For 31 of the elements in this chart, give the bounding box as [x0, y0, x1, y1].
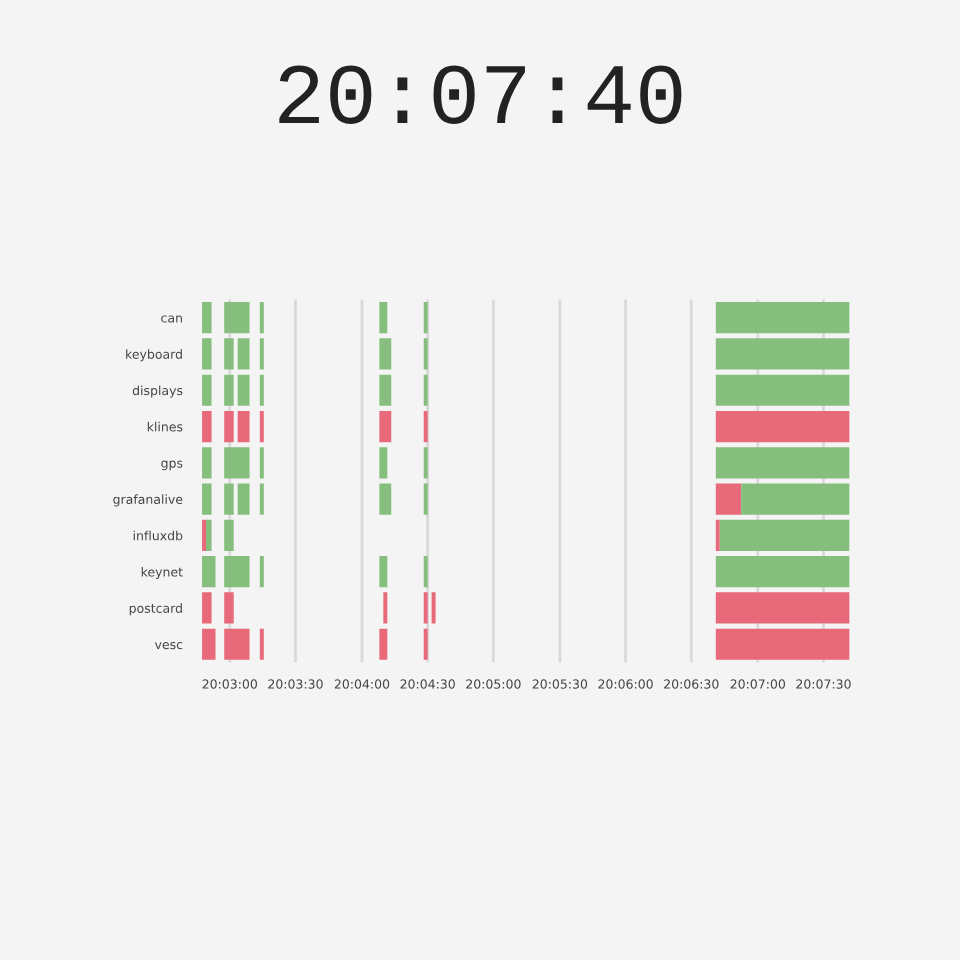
bar — [715, 483, 742, 515]
bar — [237, 483, 250, 515]
bar — [715, 302, 850, 334]
bar — [224, 519, 234, 551]
bar — [202, 302, 212, 334]
bar — [202, 374, 212, 406]
bar — [715, 447, 850, 479]
bar — [719, 519, 850, 551]
bar — [715, 410, 850, 443]
bar — [379, 374, 392, 406]
bar — [202, 447, 212, 479]
bar — [715, 556, 850, 588]
bar — [237, 338, 250, 370]
bar — [206, 519, 212, 551]
bar — [202, 483, 212, 515]
bar — [224, 556, 250, 588]
chart-title: 20:07:40 — [279, 65, 682, 124]
bar — [741, 483, 850, 515]
bar — [379, 483, 392, 515]
bar — [224, 374, 234, 406]
bar — [379, 447, 388, 479]
bar — [224, 447, 250, 479]
bar — [237, 374, 250, 406]
bar — [379, 556, 388, 588]
bar — [379, 302, 388, 334]
bar — [224, 483, 234, 515]
bar — [224, 338, 234, 370]
bar — [224, 302, 250, 334]
bar — [379, 338, 392, 370]
bar — [202, 556, 216, 588]
bar — [202, 338, 212, 370]
